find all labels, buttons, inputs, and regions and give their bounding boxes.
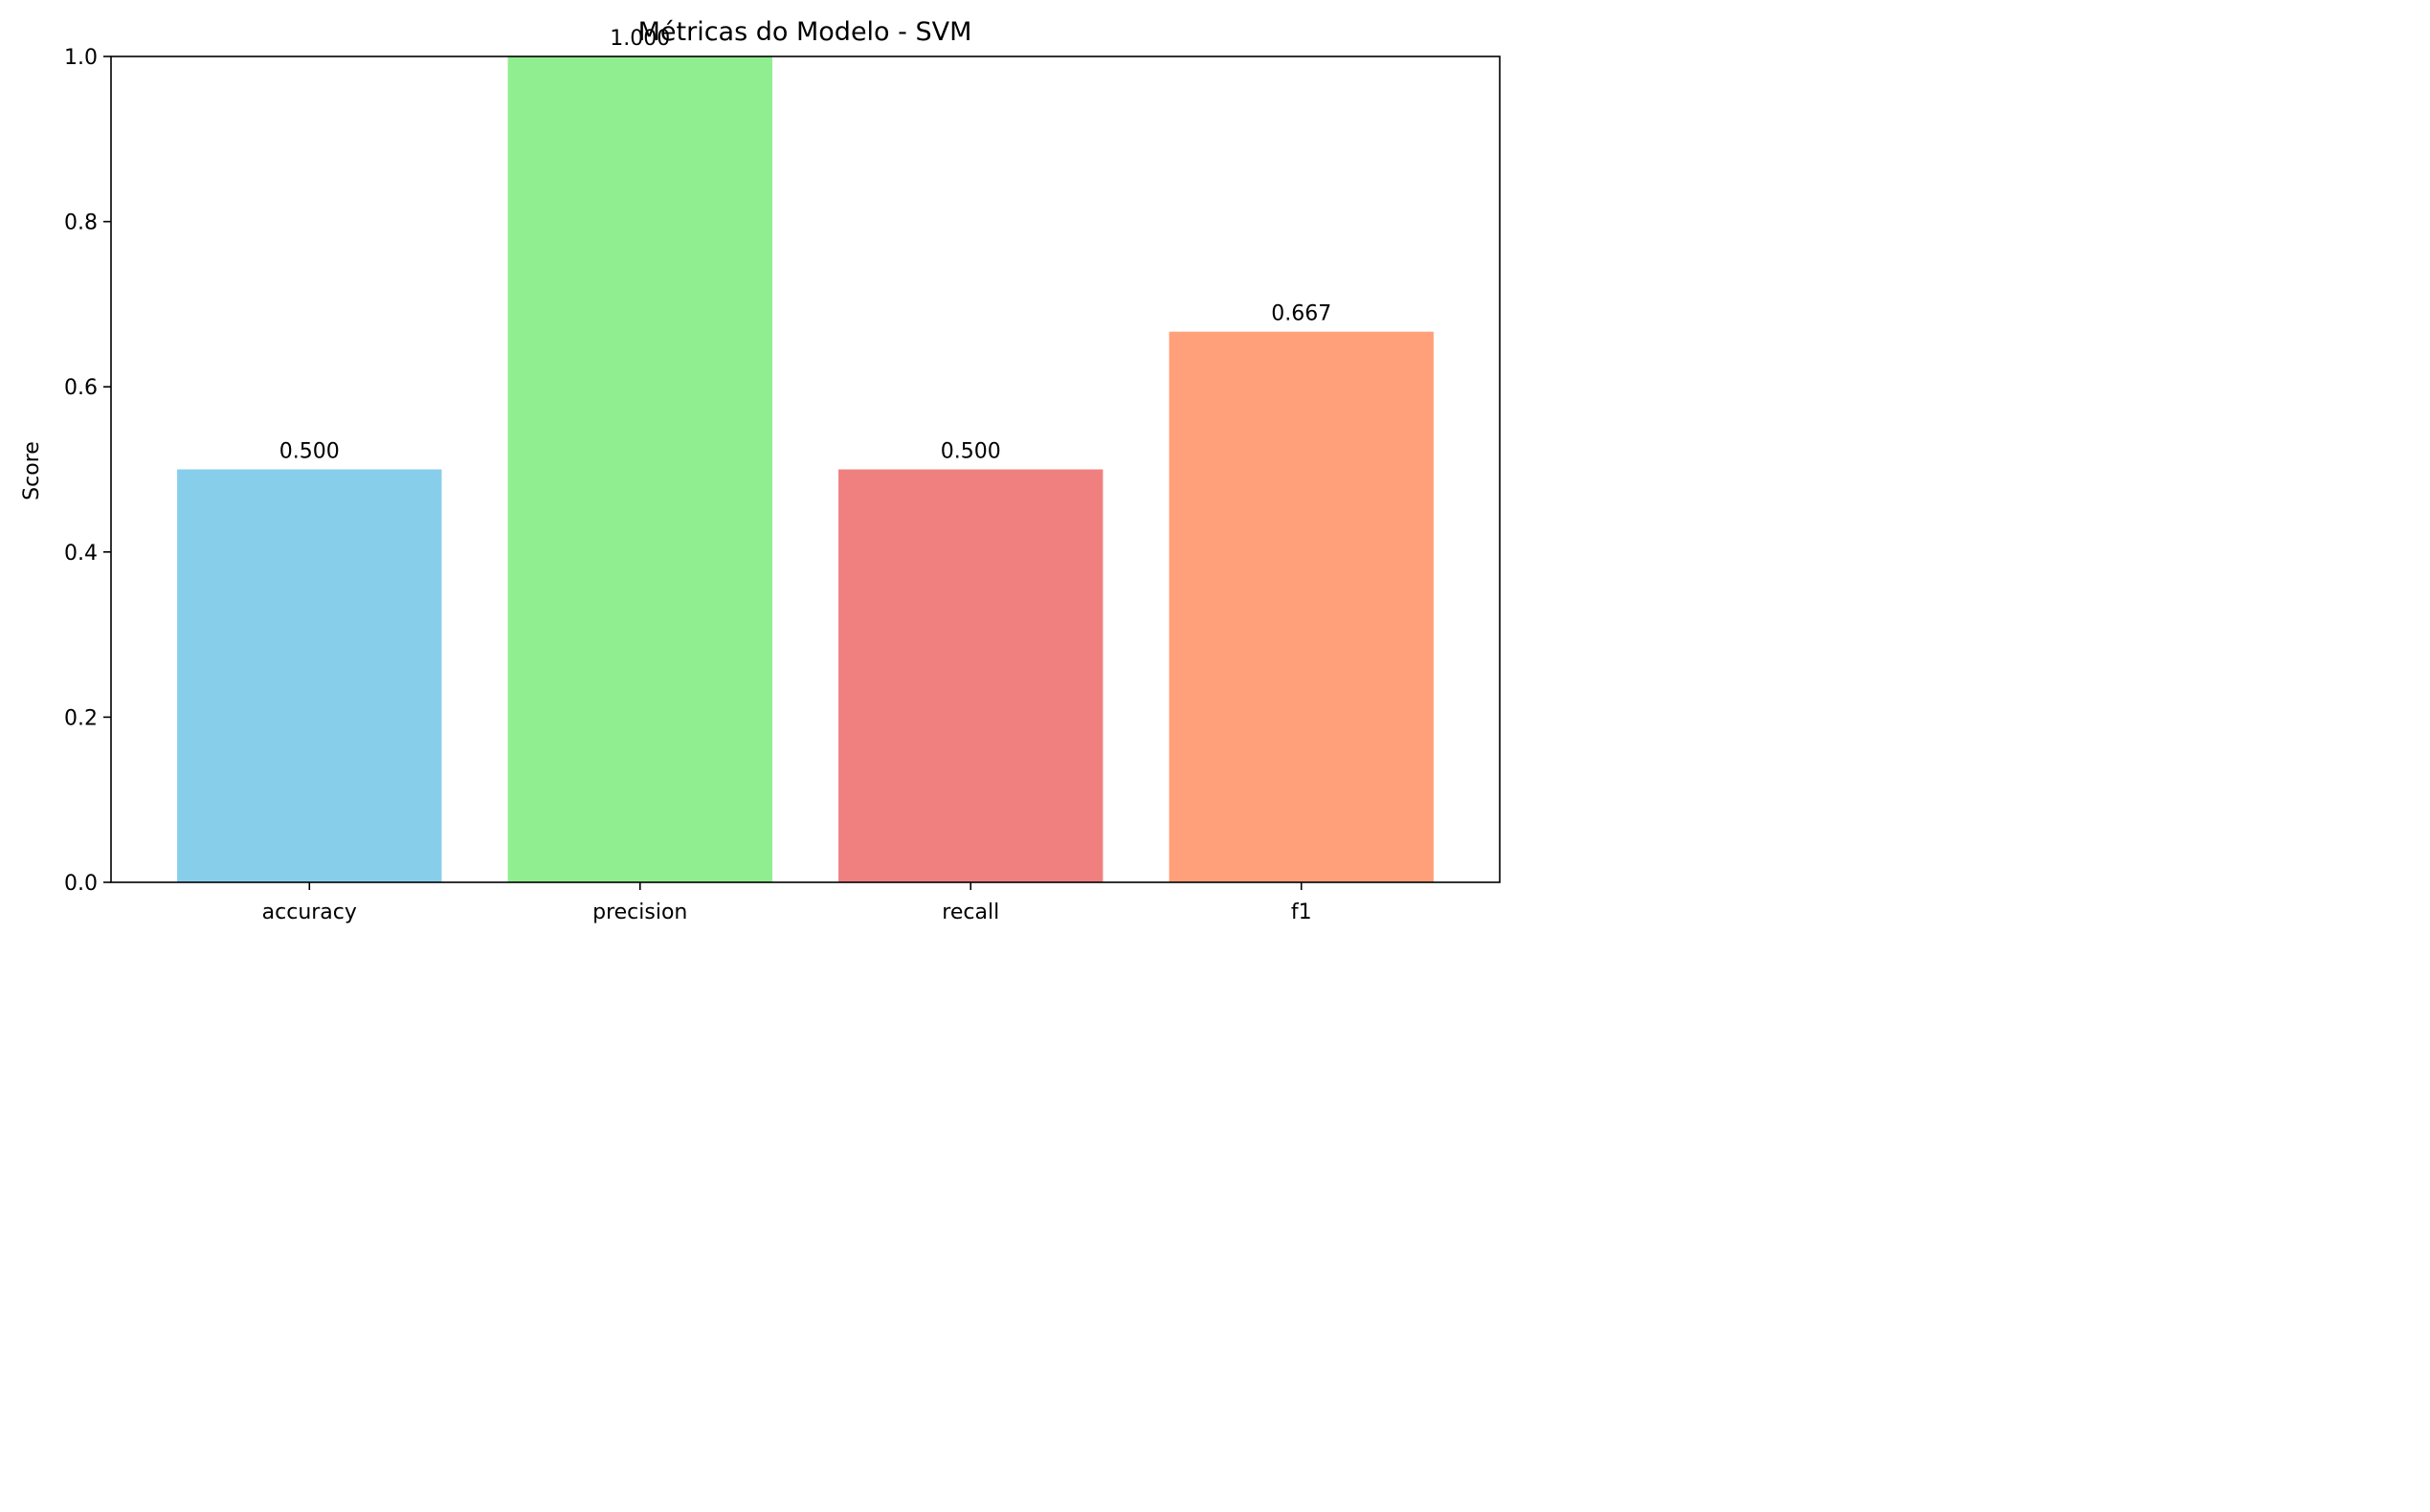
- y-axis-label: Score: [20, 441, 44, 500]
- bar-chart: Métricas do Modelo - SVM Score 0.5001.00…: [0, 0, 1512, 938]
- x-tick-label-f1: f1: [1291, 901, 1312, 924]
- bar-value-label-recall: 0.500: [941, 440, 1001, 464]
- bars-layer: [177, 56, 1434, 882]
- bar-value-label-accuracy: 0.500: [279, 440, 340, 464]
- y-tick-label-3: 0.6: [64, 376, 98, 400]
- bar-accuracy: [177, 469, 442, 882]
- x-tick-label-accuracy: accuracy: [262, 901, 357, 924]
- y-tick-label-0: 0.0: [64, 872, 98, 896]
- plot-frame: [110, 56, 1501, 883]
- bar-precision: [507, 56, 772, 882]
- x-tick-label-precision: precision: [592, 901, 687, 924]
- x-tick-label-recall: recall: [942, 901, 999, 924]
- y-tick-label-5: 1.0: [64, 46, 98, 70]
- y-tick-label-4: 0.8: [64, 211, 98, 235]
- y-tick-label-1: 0.2: [64, 706, 98, 730]
- bar-f1: [1169, 331, 1434, 882]
- y-axis-ticks: 0.0 0.2 0.4 0.6 0.8 1.0: [64, 46, 111, 896]
- y-tick-label-2: 0.4: [64, 542, 98, 566]
- bar-value-label-precision: 1.000: [610, 27, 670, 51]
- x-axis-ticks: accuracy precision recall f1: [262, 882, 1312, 924]
- bar-labels-layer: 0.500 1.000 0.500 0.667: [279, 27, 1331, 464]
- bar-recall: [838, 469, 1104, 882]
- chart-title: Métricas do Modelo - SVM: [638, 17, 972, 47]
- bar-value-label-f1: 0.667: [1271, 302, 1331, 326]
